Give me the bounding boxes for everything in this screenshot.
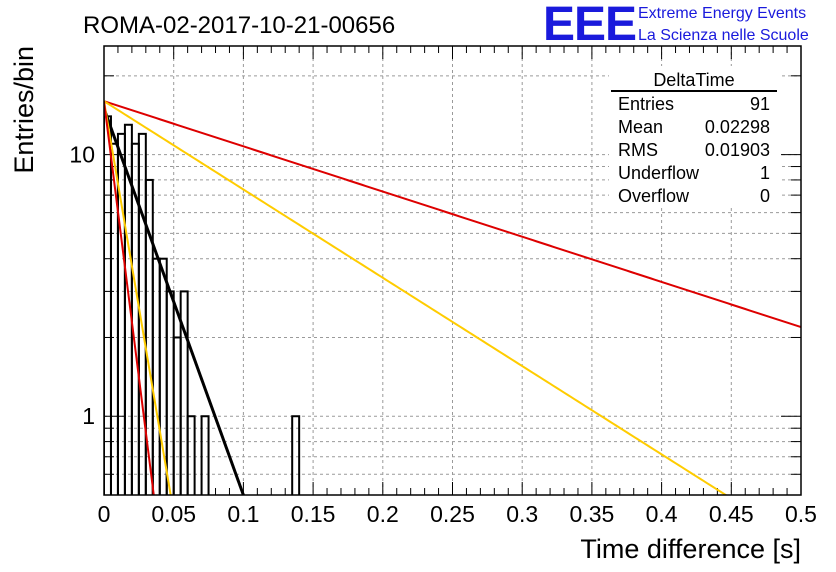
histogram-bins [104, 115, 301, 495]
grid-lines [104, 46, 801, 496]
x-tick-label: 0.5 [785, 501, 817, 527]
stats-label: Underflow [618, 163, 700, 183]
fit-curve [104, 101, 155, 495]
x-tick-label: 0.15 [291, 501, 336, 527]
x-tick-label: 0.05 [151, 501, 196, 527]
logo-line-2: La Scienza nelle Scuole [638, 27, 809, 44]
y-axis-title: Entries/bin [9, 46, 39, 174]
x-tick-label: 0.4 [646, 501, 678, 527]
logo-mark: EEE [543, 0, 636, 51]
fit-curve [104, 107, 245, 495]
stats-label: RMS [618, 140, 658, 160]
x-axis-title: Time difference [s] [580, 534, 801, 564]
histogram-bin [158, 257, 168, 495]
fit-curve [104, 100, 728, 495]
y-tick-label: 1 [82, 403, 95, 429]
stats-value: 0.01903 [705, 140, 770, 160]
stats-value: 91 [750, 94, 770, 114]
x-tick-label: 0.2 [367, 501, 399, 527]
stats-box-background [609, 66, 780, 207]
stats-label: Overflow [618, 186, 690, 206]
histogram-bin [172, 336, 182, 495]
fit-curve [104, 101, 172, 495]
stats-value: 0.02298 [705, 117, 770, 137]
chart-title: ROMA-02-2017-10-21-00656 [83, 12, 395, 39]
x-tick-label: 0.3 [506, 501, 538, 527]
stats-value: 1 [760, 163, 770, 183]
histogram-bin [104, 115, 112, 495]
histogram-bin [186, 415, 196, 495]
plot-frame [103, 45, 802, 496]
y-tick-labels: 1 10 [69, 142, 95, 430]
stats-label: Entries [618, 94, 674, 114]
logo-line-1: Extreme Energy Events [638, 5, 806, 22]
histogram-bin [291, 415, 301, 495]
x-tick-label: 0.35 [570, 501, 615, 527]
eee-logo: EEE Extreme Energy Events La Scienza nel… [543, 0, 809, 51]
stats-box-name: DeltaTime [653, 70, 734, 90]
x-tick-label: 0.1 [227, 501, 259, 527]
histogram-bin [151, 257, 161, 495]
histogram-bin [179, 290, 189, 495]
stats-value: 0 [760, 186, 770, 206]
x-tick-label: 0 [98, 501, 111, 527]
fit-curve [104, 100, 801, 329]
fit-curves [104, 100, 801, 495]
x-tick-label: 0.25 [430, 501, 475, 527]
x-tick-labels: 0 0.05 0.1 0.15 0.2 0.25 0.3 0.35 0.4 0.45 0.5 [98, 501, 817, 527]
stats-box: DeltaTime Entries 91 Mean 0.02298 RMS 0.01903… [609, 66, 780, 207]
y-tick-label: 10 [69, 142, 95, 168]
x-tick-label: 0.45 [709, 501, 754, 527]
stats-label: Mean [618, 117, 663, 137]
histogram-bin [200, 415, 210, 495]
